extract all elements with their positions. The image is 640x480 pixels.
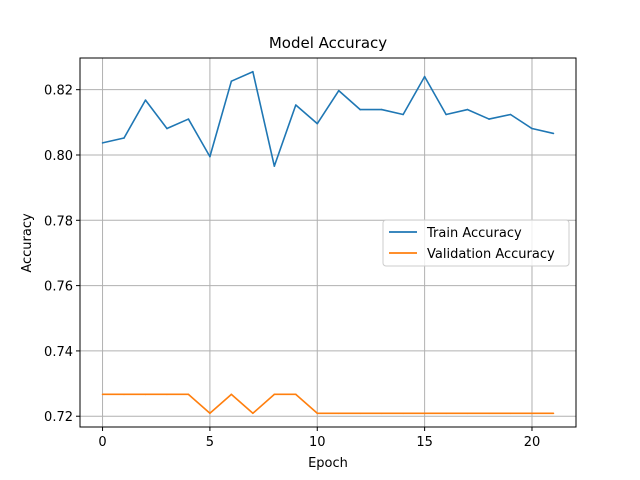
x-tick-label: 5 (206, 435, 214, 450)
data-point-validation-accuracy (144, 393, 147, 396)
series-layer (101, 70, 555, 415)
data-point-train-accuracy (509, 113, 512, 116)
data-point-train-accuracy (531, 127, 533, 130)
series-line-train-accuracy (102, 70, 554, 167)
data-point-validation-accuracy (423, 412, 426, 415)
y-tick-label: 0.72 (44, 410, 73, 425)
data-point-train-accuracy (423, 75, 426, 78)
y-tick-label: 0.80 (44, 149, 73, 164)
plot-frame (79, 57, 577, 428)
data-point-validation-accuracy (359, 412, 362, 415)
data-point-train-accuracy (294, 104, 297, 106)
x-tick-label: 0 (98, 435, 106, 450)
data-point-validation-accuracy (380, 412, 383, 415)
data-point-train-accuracy (209, 155, 211, 158)
data-point-validation-accuracy (466, 412, 469, 415)
data-point-validation-accuracy (509, 412, 512, 415)
legend-entry: Validation Accuracy (427, 247, 555, 262)
data-point-validation-accuracy (402, 412, 404, 415)
data-point-train-accuracy (123, 137, 125, 139)
data-point-validation-accuracy (101, 393, 104, 396)
data-point-validation-accuracy (488, 412, 490, 415)
data-point-validation-accuracy (552, 412, 555, 415)
legend-entry: Train Accuracy (426, 226, 522, 241)
data-point-validation-accuracy (252, 412, 254, 415)
data-point-train-accuracy (101, 142, 104, 144)
data-point-train-accuracy (337, 89, 340, 92)
x-tick-label: 20 (524, 435, 541, 450)
data-point-train-accuracy (359, 108, 362, 111)
x-tick-label: 10 (309, 435, 326, 450)
data-point-train-accuracy (552, 132, 555, 135)
data-point-validation-accuracy (273, 393, 276, 396)
legend: Train Accuracy Validation Accuracy (382, 219, 570, 267)
data-point-train-accuracy (402, 113, 404, 116)
y-axis-label: Accuracy (20, 213, 35, 273)
y-tick-label: 0.78 (44, 214, 73, 229)
legend-box (382, 219, 570, 267)
data-point-validation-accuracy (445, 412, 447, 415)
y-tick-label: 0.76 (44, 280, 73, 295)
data-point-train-accuracy (273, 165, 276, 167)
data-point-validation-accuracy (531, 412, 533, 415)
y-tick-label: 0.74 (44, 345, 73, 360)
chart-title: Model Accuracy (269, 34, 387, 52)
data-point-validation-accuracy (187, 393, 190, 396)
data-point-train-accuracy (187, 118, 190, 120)
y-tick-label: 0.82 (44, 84, 73, 99)
data-point-train-accuracy (144, 99, 147, 101)
data-point-validation-accuracy (123, 393, 125, 396)
data-point-validation-accuracy (166, 393, 168, 396)
data-point-train-accuracy (488, 118, 490, 120)
ticks: 0 5 10 15 20 0.72 0.74 0.76 0.78 0.80 0.82 (44, 84, 540, 450)
data-point-validation-accuracy (316, 412, 319, 415)
data-point-validation-accuracy (294, 393, 297, 396)
series-line-validation-accuracy (102, 393, 554, 415)
data-point-validation-accuracy (209, 412, 211, 415)
data-point-validation-accuracy (337, 412, 340, 415)
x-axis-label: Epoch (308, 456, 348, 471)
data-point-train-accuracy (445, 113, 447, 116)
x-tick-label: 15 (416, 435, 433, 450)
data-point-train-accuracy (166, 127, 168, 130)
data-point-validation-accuracy (230, 393, 233, 396)
data-point-train-accuracy (466, 108, 469, 111)
data-point-train-accuracy (380, 108, 383, 111)
data-point-train-accuracy (230, 80, 233, 82)
data-point-train-accuracy (316, 122, 319, 125)
data-point-train-accuracy (252, 70, 254, 73)
